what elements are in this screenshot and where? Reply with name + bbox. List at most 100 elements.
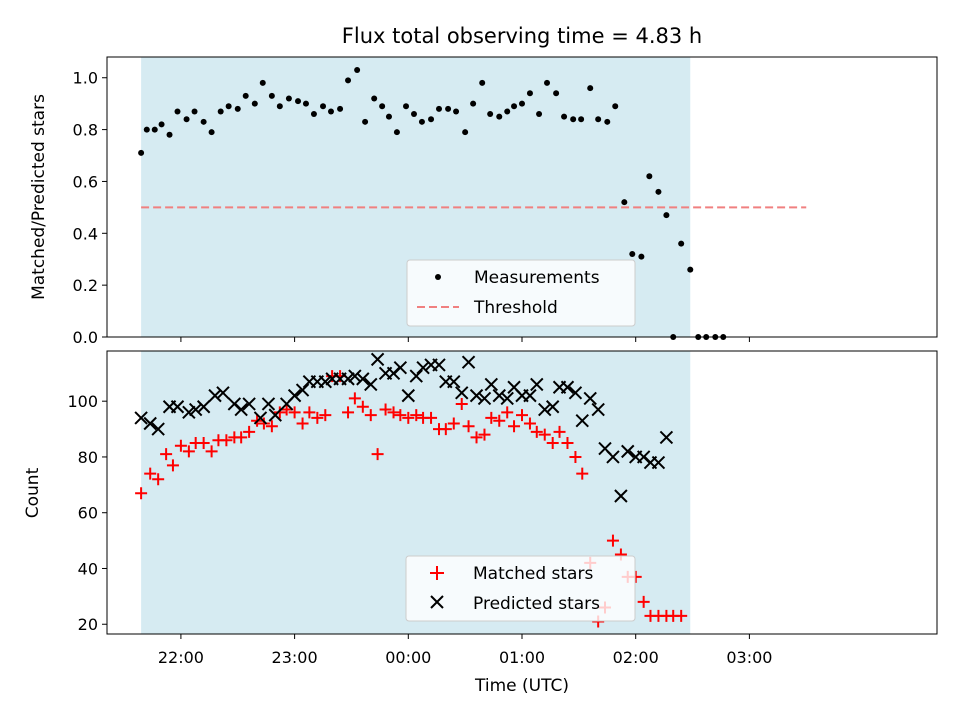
matched-stars-point bbox=[273, 406, 286, 419]
y-tick-label: 40 bbox=[78, 559, 98, 578]
bottom-panel: 20 40 60 80 100 Count Matched stars Predicte… bbox=[23, 350, 938, 639]
measurements-point bbox=[453, 108, 460, 115]
measurements-point bbox=[678, 240, 685, 247]
top-panel-ylabel: Matched/Predicted stars bbox=[29, 94, 49, 300]
y-tick-label: 0.4 bbox=[73, 224, 98, 243]
predicted-stars-point bbox=[621, 444, 635, 459]
measurements-point bbox=[234, 105, 241, 112]
measurements-point bbox=[578, 116, 585, 123]
predicted-stars-point bbox=[393, 361, 408, 375]
legend-box bbox=[406, 259, 636, 327]
y-tick-label: 1.0 bbox=[73, 69, 98, 88]
predicted-stars-point bbox=[268, 408, 282, 422]
matched-stars-point bbox=[311, 411, 324, 424]
predicted-stars-point bbox=[500, 391, 514, 406]
matched-stars-point bbox=[561, 437, 574, 450]
measurements-point bbox=[479, 79, 486, 86]
matched-stars-point bbox=[637, 595, 650, 608]
matched-stars-point bbox=[296, 417, 309, 430]
measurements-point bbox=[143, 126, 150, 133]
bottom-panel-frame bbox=[106, 350, 938, 635]
measurements-point bbox=[354, 66, 361, 73]
matched-stars-point bbox=[243, 425, 256, 438]
matched-stars-point bbox=[493, 414, 506, 427]
predicted-stars-point bbox=[295, 383, 310, 397]
measurements-point bbox=[225, 103, 232, 110]
legend-predicted-label: Predicted stars bbox=[473, 594, 600, 614]
predicted-stars-point bbox=[568, 386, 583, 400]
y-tick-label: 0.8 bbox=[73, 121, 98, 140]
top-panel-frame bbox=[106, 56, 938, 338]
matched-stars-point bbox=[348, 392, 361, 405]
measurements-point bbox=[595, 116, 602, 123]
matched-stars-point bbox=[174, 439, 187, 452]
measurements-point bbox=[418, 118, 425, 125]
predicted-stars-point bbox=[216, 386, 230, 400]
measurements-point bbox=[519, 100, 525, 107]
measurements-point bbox=[217, 108, 224, 115]
y-tick-label: 0.2 bbox=[73, 276, 98, 295]
predicted-stars-point bbox=[151, 422, 165, 436]
predicted-stars-point bbox=[591, 402, 605, 417]
x-tick-label: 02:00 bbox=[613, 648, 659, 667]
predicted-stars-point bbox=[409, 369, 423, 383]
measurements-point bbox=[295, 98, 302, 105]
measurements-point bbox=[544, 79, 551, 86]
predicted-stars-point bbox=[545, 400, 560, 414]
matched-stars-point bbox=[197, 437, 210, 450]
measurements-point bbox=[285, 95, 292, 102]
measurements-point bbox=[158, 121, 165, 128]
predicted-stars-point bbox=[341, 372, 355, 386]
predicted-stars-point bbox=[242, 397, 256, 411]
matched-stars-point bbox=[166, 459, 179, 472]
chart-title: Flux total observing time = 4.83 h bbox=[342, 24, 702, 48]
predicted-stars-point bbox=[575, 413, 589, 428]
predicted-stars-point bbox=[583, 391, 597, 406]
measurements-point bbox=[629, 251, 636, 258]
measurements-point bbox=[687, 266, 694, 273]
measurements-point bbox=[621, 199, 628, 206]
top-panel-legend: Measurements Threshold bbox=[406, 259, 636, 327]
matched-stars-point bbox=[523, 417, 536, 430]
matched-stars-point bbox=[265, 420, 278, 433]
predicted-stars-point bbox=[530, 377, 544, 392]
measurements-point bbox=[310, 111, 317, 118]
predicted-stars-point bbox=[188, 402, 203, 417]
measurements-point bbox=[276, 103, 283, 110]
predicted-stars-point bbox=[356, 372, 370, 386]
matched-stars-point bbox=[160, 448, 173, 461]
measurements-point bbox=[191, 108, 198, 115]
measurements-point bbox=[504, 108, 511, 115]
predicted-stars-point bbox=[370, 352, 385, 367]
matched-stars-point bbox=[394, 409, 407, 422]
matched-stars-point bbox=[220, 434, 233, 447]
matched-stars-point bbox=[538, 428, 551, 441]
predicted-stars-point bbox=[484, 377, 499, 392]
x-tick-label: 22:00 bbox=[158, 648, 204, 667]
measurements-point bbox=[604, 118, 611, 125]
predicted-stars-point bbox=[447, 374, 461, 389]
matched-stars-point bbox=[530, 425, 543, 438]
matched-stars-point bbox=[144, 467, 157, 480]
measurements-point bbox=[587, 85, 594, 92]
matched-stars-point bbox=[356, 400, 369, 413]
predicted-stars-point bbox=[659, 430, 674, 445]
legend-matched-marker bbox=[430, 566, 444, 580]
top-panel: 0.0 0.2 0.4 0.6 0.8 1.0 Matched/Predicted sta… bbox=[29, 56, 938, 347]
matched-stars-point bbox=[478, 428, 491, 441]
matched-stars-point bbox=[288, 406, 301, 419]
y-tick-label: 0.0 bbox=[73, 328, 98, 347]
measurements-point bbox=[268, 92, 275, 99]
matched-stars-point bbox=[235, 431, 248, 444]
measurements-point bbox=[151, 126, 158, 133]
measurements-point bbox=[403, 103, 410, 110]
measurements-point bbox=[646, 173, 653, 180]
predicted-stars-point bbox=[560, 380, 575, 394]
measurements-point bbox=[445, 105, 452, 112]
measurements-point bbox=[462, 129, 469, 136]
measurements-point bbox=[410, 111, 417, 118]
matched-stars-point bbox=[606, 534, 619, 547]
matched-stars-point bbox=[402, 411, 415, 424]
measurements-point bbox=[470, 100, 477, 107]
matched-stars-point bbox=[485, 411, 498, 424]
